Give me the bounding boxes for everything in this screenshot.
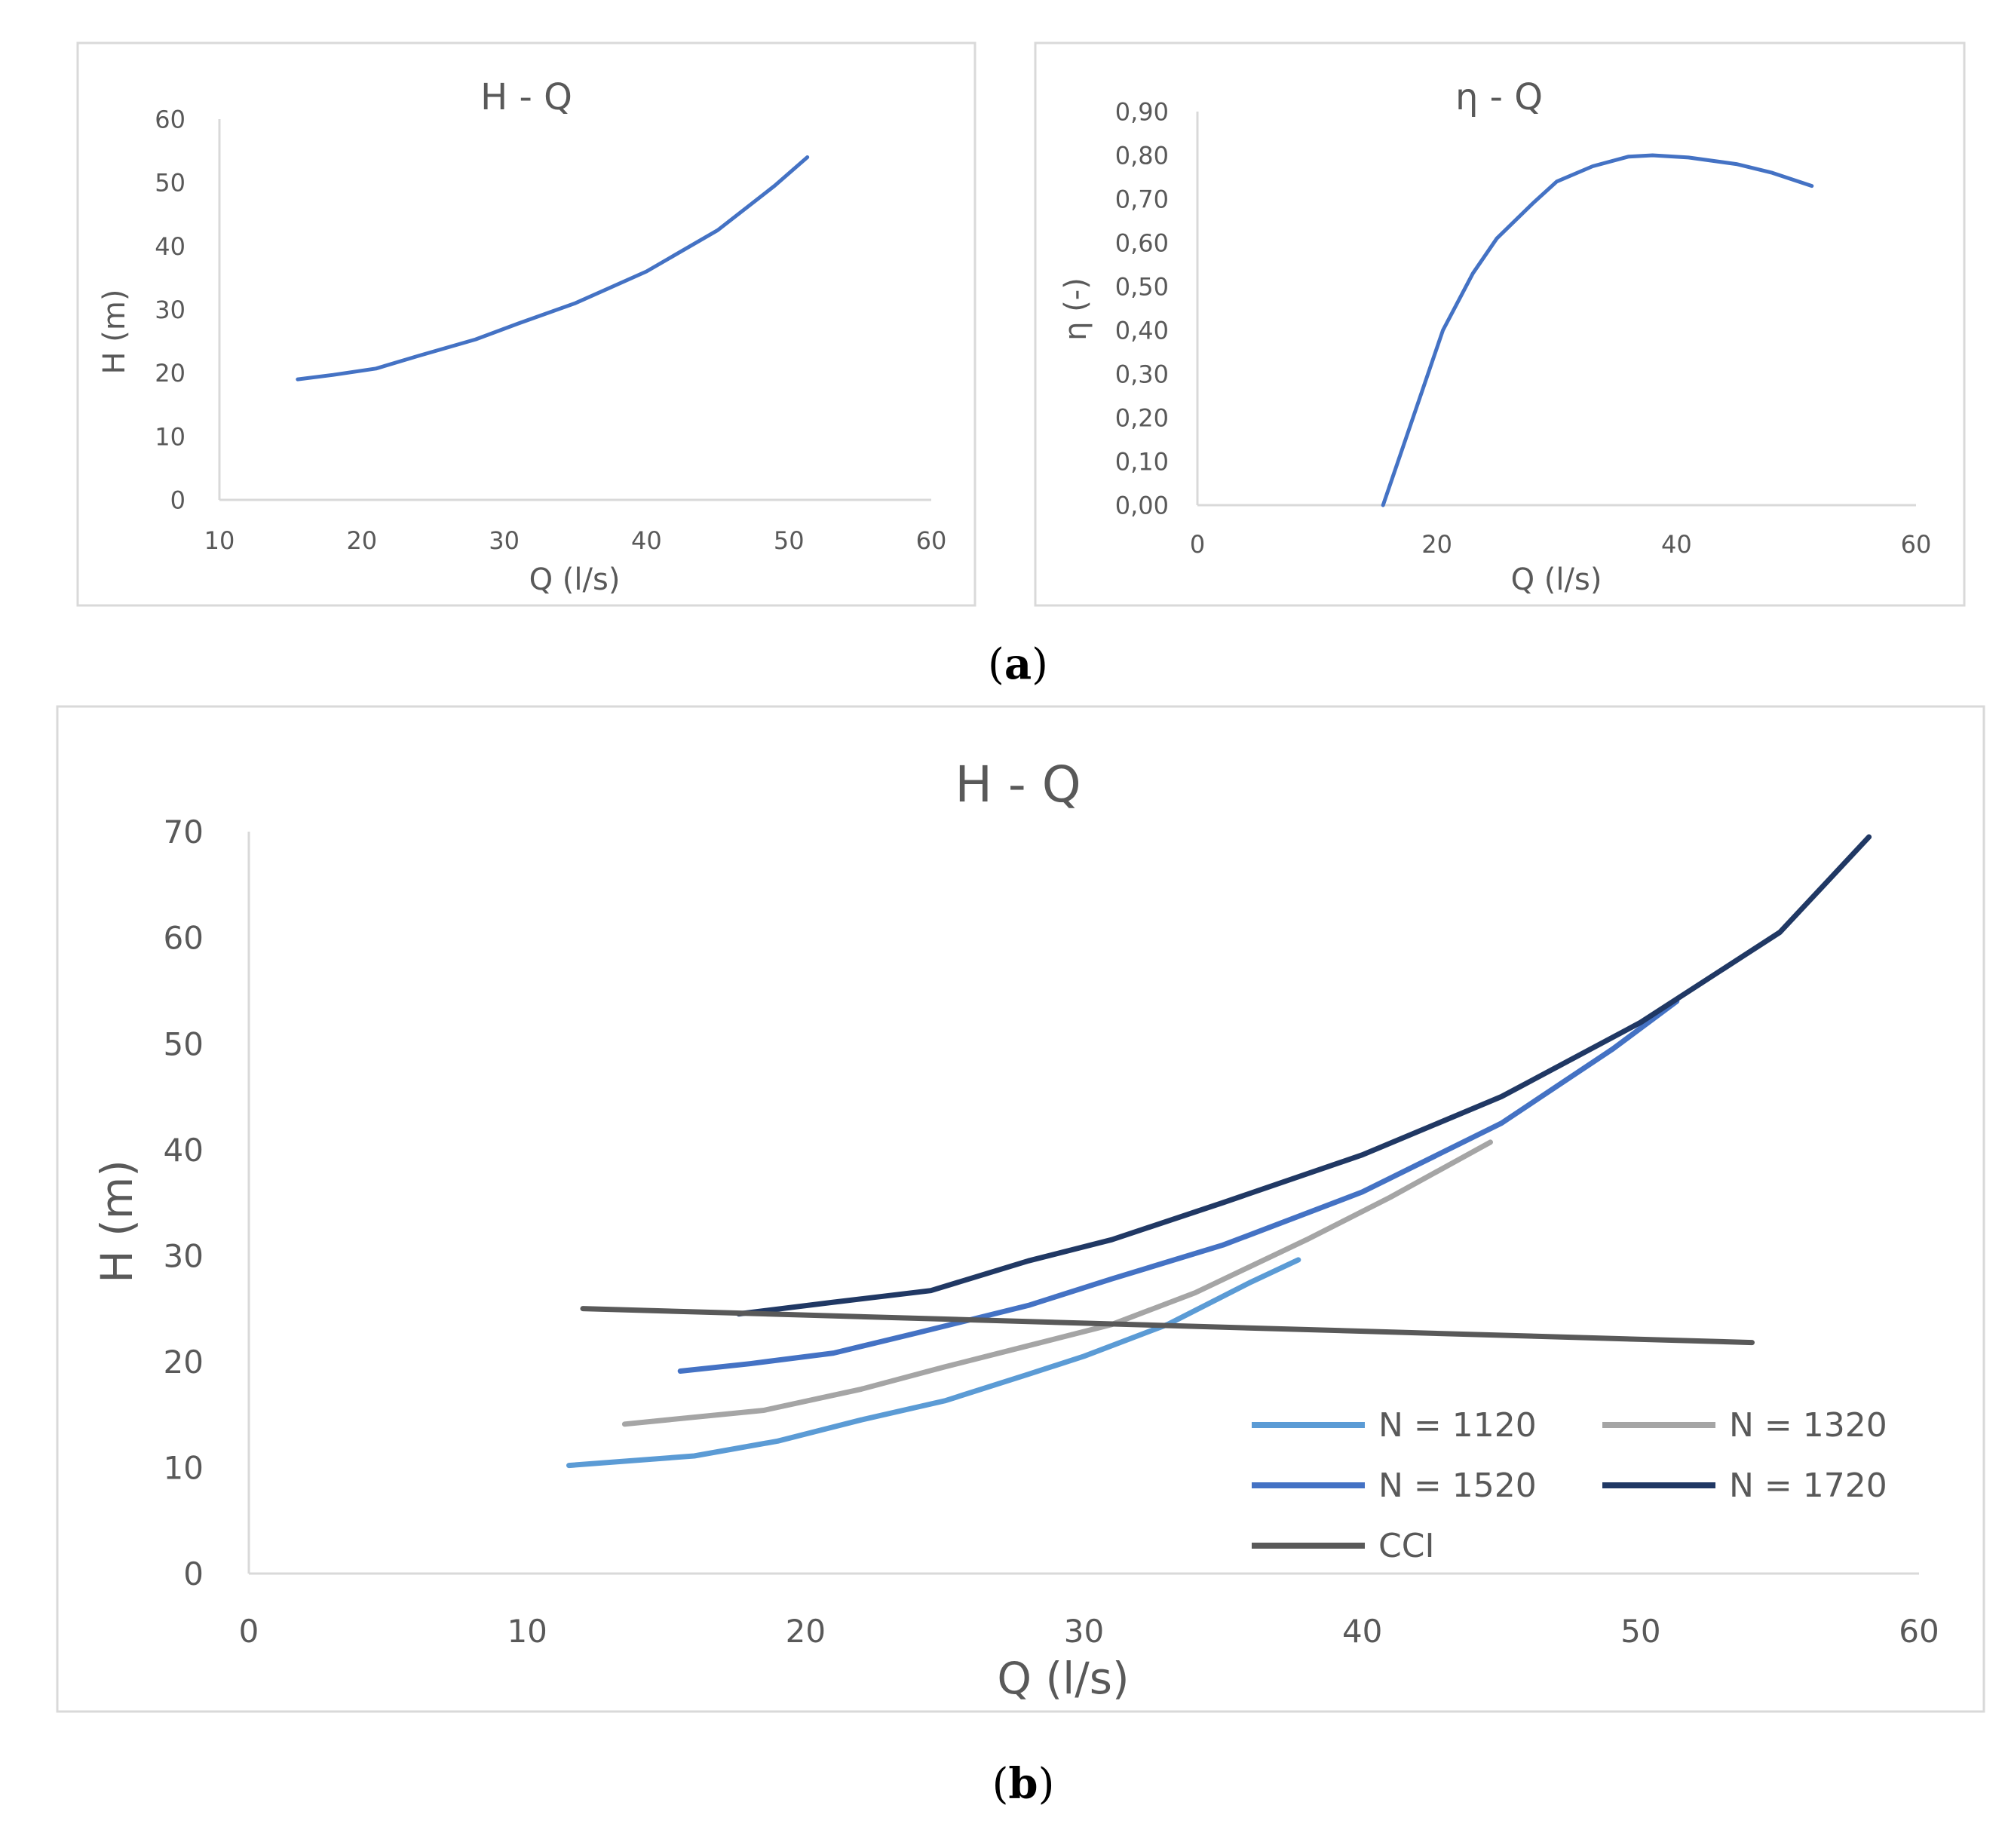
x-tick-label: 0 [1190,530,1205,559]
chart-b-x-label: Q (l/s) [997,1653,1129,1704]
legend-item: N = 1520 [1252,1466,1537,1505]
chart-b-y-ticks: 0 10 20 30 40 50 60 70 [164,814,204,1592]
y-tick-label: 40 [164,1132,204,1169]
y-tick-label: 20 [164,1344,204,1381]
y-tick-label: 30 [164,1237,204,1274]
legend-item: N = 1320 [1602,1406,1887,1445]
chart-b-series-group [566,834,1872,1469]
x-tick-label: 10 [507,1613,547,1650]
y-tick-label: 0,30 [1115,360,1169,389]
chart-a-left-x-label: Q (l/s) [529,562,621,597]
legend-label: N = 1520 [1378,1466,1537,1505]
y-tick-label: 0 [170,486,185,515]
series-line-h [296,155,810,382]
series-line- [1381,153,1814,507]
chart-a-left-title: H - Q [480,76,572,118]
chart-a-left-x-ticks: 10 20 30 40 50 60 [204,526,947,555]
chart-a-right-frame [1034,41,1966,607]
x-tick-label: 30 [489,526,520,555]
chart-a-right: η - Q 0,000,100,200,300,400,500,600,700,… [1034,41,1966,607]
y-tick-label: 0,00 [1115,492,1169,520]
chart-b-frame [56,705,1985,1713]
chart-a-left-y-label: H (m) [97,290,132,375]
y-tick-label: 10 [155,422,185,451]
legend-item: N = 1720 [1602,1466,1887,1505]
legend-label: N = 1720 [1729,1466,1887,1505]
chart-a-left-frame [76,41,976,607]
x-tick-label: 60 [1899,1613,1939,1650]
series-line-cci [580,1306,1755,1346]
y-tick-label: 60 [164,920,204,957]
y-tick-label: 70 [164,814,204,850]
y-tick-label: 40 [155,232,185,261]
chart-a-right-title: η - Q [1455,76,1543,118]
chart-b-y-label: H (m) [91,1160,143,1283]
chart-b-title: H - Q [955,755,1081,814]
chart-b-legend: N = 1120 N = 1320 N = 1520 N = 1720 CCI [1252,1406,1887,1565]
chart-a-right-x-label: Q (l/s) [1511,562,1602,597]
y-tick-label: 10 [164,1450,204,1487]
x-tick-label: 20 [1421,530,1452,559]
chart-b: H - Q 0 10 20 30 40 50 60 70 0 10 20 30 40 50 60 Q (l… [56,705,1985,1713]
legend-item: CCI [1252,1527,1434,1565]
caption-a: (a) [988,639,1048,689]
x-tick-label: 60 [1901,530,1932,559]
legend-label: N = 1320 [1729,1406,1887,1445]
y-tick-label: 0,40 [1115,317,1169,345]
chart-a-left-y-ticks: 0 10 20 30 40 50 60 [155,106,185,515]
chart-a-right-x-ticks: 0 20 40 60 [1190,530,1932,559]
y-tick-label: 50 [155,169,185,198]
chart-a-left: H - Q 0 10 20 30 40 50 60 10 20 30 40 50 60 Q (l/s)… [76,41,976,607]
x-tick-label: 50 [1620,1613,1660,1650]
y-tick-label: 0 [183,1555,204,1592]
x-tick-label: 20 [346,526,377,555]
y-tick-label: 0,70 [1115,185,1169,214]
y-tick-label: 0,10 [1115,448,1169,477]
legend-label: CCI [1378,1527,1434,1565]
y-tick-label: 0,80 [1115,142,1169,170]
chart-a-right-series-group [1381,153,1814,507]
y-tick-label: 20 [155,359,185,388]
y-tick-label: 50 [164,1025,204,1062]
y-tick-label: 0,60 [1115,229,1169,258]
legend-item: N = 1120 [1252,1406,1537,1445]
series-line-n-1320 [621,1139,1493,1427]
x-tick-label: 40 [631,526,662,555]
caption-a-letter: a [1004,639,1032,689]
x-tick-label: 30 [1064,1613,1104,1650]
y-tick-label: 30 [155,296,185,324]
x-tick-label: 0 [239,1613,259,1650]
x-tick-label: 10 [204,526,235,555]
chart-b-x-ticks: 0 10 20 30 40 50 60 [239,1613,1939,1650]
x-tick-label: 50 [774,526,805,555]
x-tick-label: 60 [916,526,947,555]
series-line-n-1520 [677,998,1680,1374]
series-line-n-1120 [566,1257,1301,1469]
series-line-n-1720 [736,834,1872,1317]
y-tick-label: 0,50 [1115,273,1169,302]
legend-label: N = 1120 [1378,1406,1537,1445]
x-tick-label: 20 [786,1613,826,1650]
y-tick-label: 0,20 [1115,404,1169,433]
y-tick-label: 60 [155,106,185,134]
chart-a-right-y-label: η (-) [1059,277,1093,341]
x-tick-label: 40 [1342,1613,1382,1650]
x-tick-label: 40 [1661,530,1692,559]
y-tick-label: 0,90 [1115,98,1169,127]
caption-b: (b) [992,1759,1055,1809]
chart-a-left-series-group [296,155,810,382]
chart-a-right-y-ticks: 0,00 0,10 0,20 0,30 0,40 0,50 0,60 0,70 0,80 0,90 [1115,98,1169,520]
caption-b-letter: b [1008,1759,1038,1809]
